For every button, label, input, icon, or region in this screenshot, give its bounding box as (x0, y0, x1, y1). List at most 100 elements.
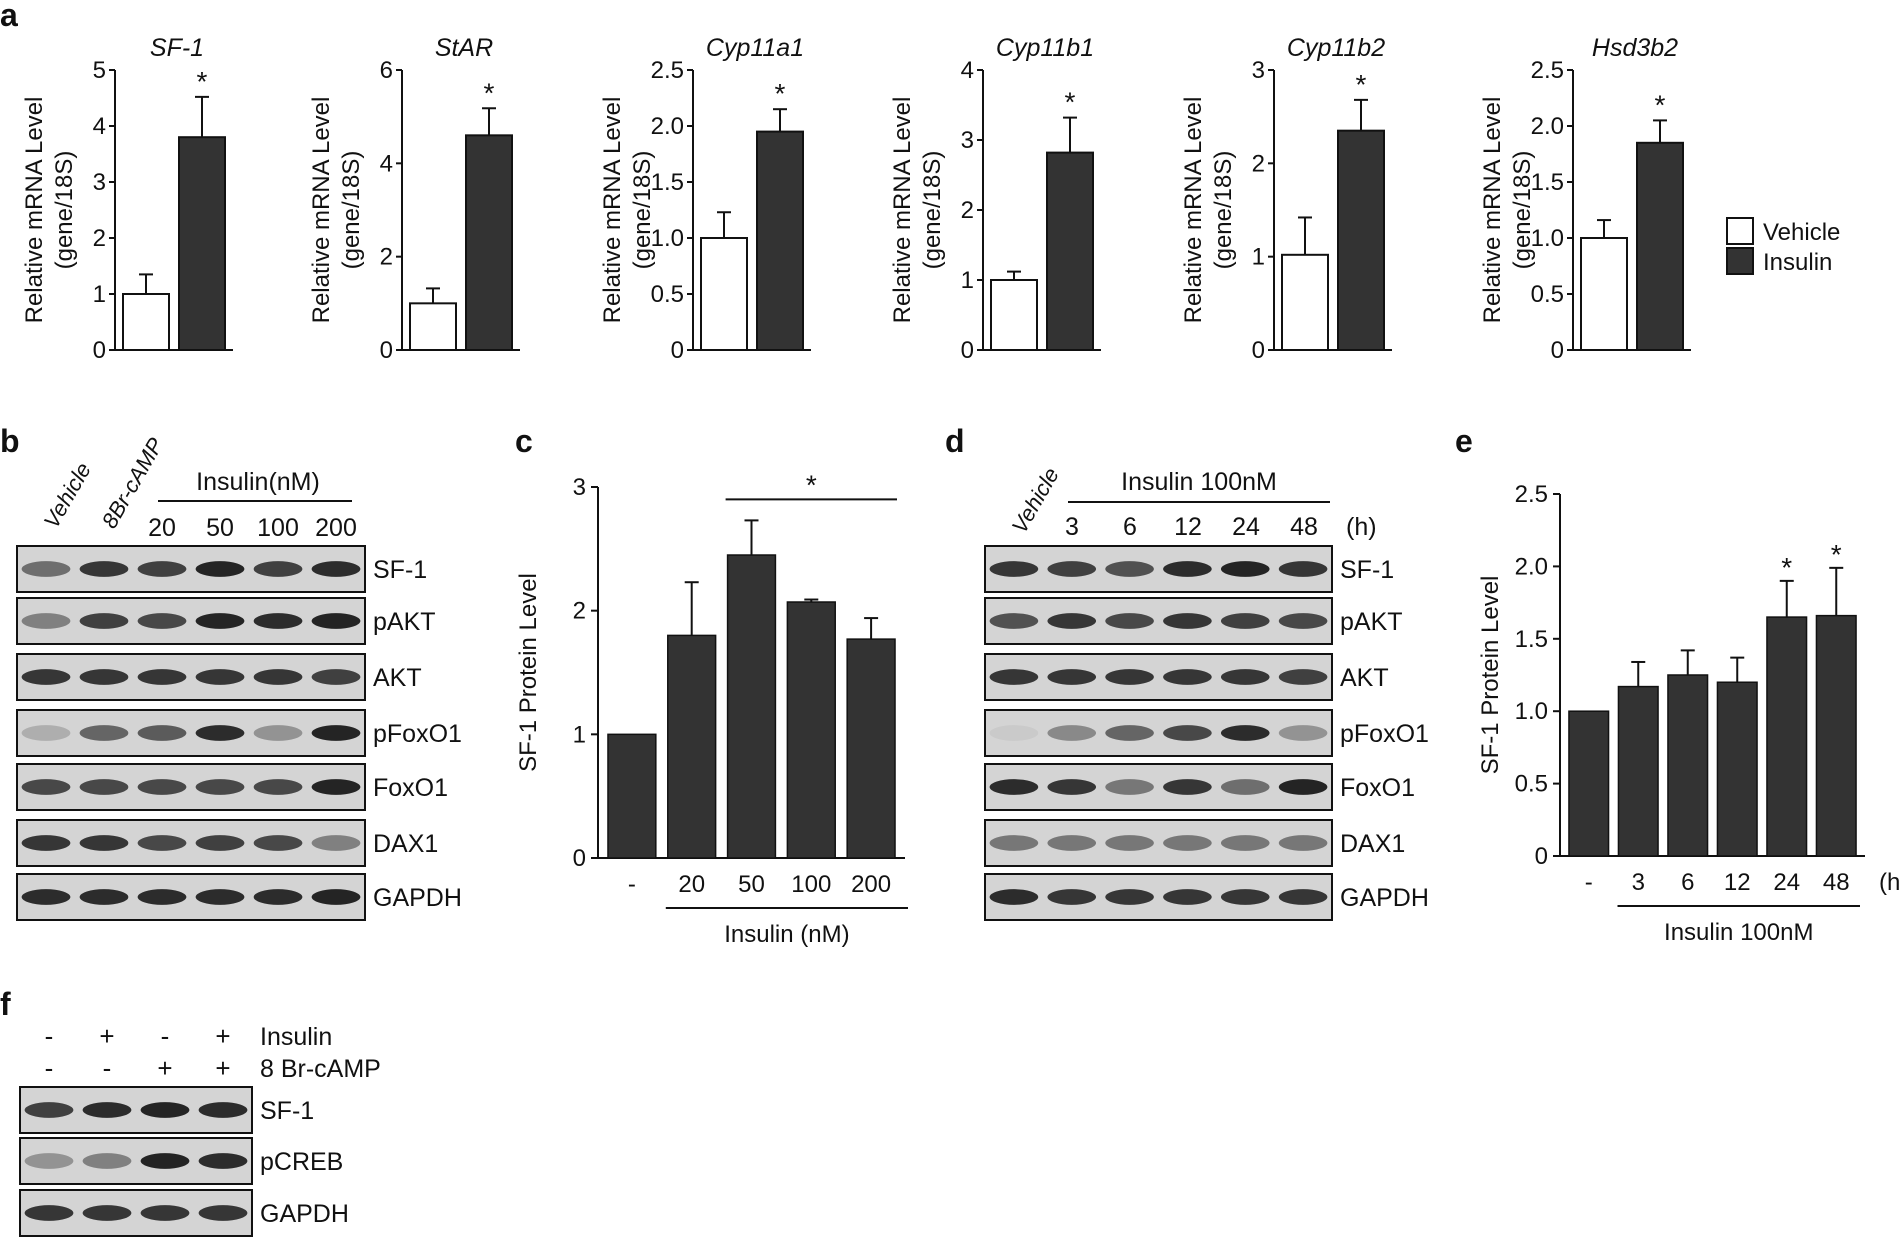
significance-mark: * (1356, 69, 1367, 100)
blot-band (79, 725, 129, 741)
blot-band (311, 613, 361, 629)
blot-band (1105, 561, 1154, 577)
blot-band (253, 669, 303, 685)
legend-swatch-vehicle (1726, 217, 1754, 245)
blot-strip (16, 709, 366, 757)
blot-band (24, 1153, 74, 1169)
condition-label: Insulin (260, 1023, 332, 1051)
bar (1716, 681, 1758, 857)
blot-band (79, 613, 129, 629)
blot-band (82, 1153, 132, 1169)
significance-mark: * (806, 469, 817, 500)
blot-band (989, 889, 1039, 905)
blot-row-label: SF-1 (373, 556, 427, 584)
blot-band (137, 561, 187, 577)
blot-row-label: pFoxO1 (1340, 720, 1429, 748)
y-axis-label: Relative mRNA Level (21, 97, 48, 324)
y-tick-label: 2.5 (1515, 481, 1548, 508)
y-tick-label: 2 (380, 244, 393, 271)
blot-band (21, 889, 71, 905)
bar (1815, 614, 1857, 857)
chart-a-5: 0 0.5 1.0 1.5 2.0 2.5 Hsd3b2 Relative mRNA Leve… (1479, 34, 1691, 364)
blot-strip (984, 709, 1333, 757)
x-axis-label: Insulin (nM) (724, 921, 849, 948)
chart-a-0: 0 1 2 3 4 5 SF-1 Relative mRNA Level (gene/18S) * (21, 34, 233, 364)
x-tick-label: 100 (791, 871, 831, 898)
blot-band (21, 613, 71, 629)
condition-sign: - (45, 1021, 54, 1051)
bar-insulin (1636, 141, 1684, 351)
blot-band (137, 835, 187, 851)
bar-insulin (465, 134, 513, 351)
blot-band (198, 1102, 248, 1118)
blot-band (1278, 613, 1328, 629)
blot-band (989, 725, 1039, 741)
blot-row-label: DAX1 (1340, 830, 1405, 858)
blot-band (989, 613, 1039, 629)
blot-band (137, 779, 187, 795)
bar-insulin (178, 136, 226, 351)
chart-title: Hsd3b2 (1592, 34, 1678, 62)
y-tick-label: 0 (380, 337, 393, 364)
blot-band (1163, 725, 1212, 741)
y-tick-label: 2.0 (1531, 113, 1564, 140)
lane-label: Vehicle (1007, 463, 1064, 537)
blot-band (195, 725, 245, 741)
y-axis-label-unit: (gene/18S) (1210, 151, 1237, 270)
legend: Vehicle Insulin (1726, 217, 1840, 276)
blot-band (137, 889, 187, 905)
blot-band (82, 1205, 132, 1221)
blot-band (21, 725, 71, 741)
lane-label: 12 (1174, 513, 1202, 541)
blot-band (253, 835, 303, 851)
y-tick-label: 0 (93, 337, 106, 364)
blot-band (1220, 835, 1270, 851)
blot-band (253, 725, 303, 741)
panel-label-a: a (0, 0, 18, 33)
blot-band (79, 835, 129, 851)
y-tick-label: 6 (380, 57, 393, 84)
bar-vehicle (409, 302, 457, 352)
bar (1617, 685, 1659, 857)
blot-band (1220, 669, 1270, 685)
y-tick-label: 3 (961, 127, 974, 154)
y-tick-label: 0.5 (651, 281, 684, 308)
significance-mark: * (1065, 87, 1076, 118)
blot-band (198, 1205, 248, 1221)
y-tick-label: 0 (1535, 843, 1548, 870)
y-axis-label: Relative mRNA Level (1479, 97, 1506, 324)
y-tick-label: 1.0 (651, 225, 684, 252)
blot-band (1047, 779, 1097, 795)
chart-a-4: 0 1 2 3 Cyp11b2 Relative mRNA Level (gene/18S)… (1180, 34, 1392, 364)
blot-row-label: AKT (373, 664, 422, 692)
y-tick-label: 0.5 (1531, 281, 1564, 308)
blot-strip (16, 597, 366, 645)
x-tick-label: 20 (678, 871, 705, 898)
blot-row-label: GAPDH (373, 884, 462, 912)
panel-label-e: e (1455, 423, 1473, 459)
bar (1667, 674, 1709, 857)
bar (846, 638, 896, 859)
condition-sign: - (161, 1021, 170, 1051)
blot-band (1047, 889, 1097, 905)
blot-band (1278, 669, 1328, 685)
lane-label: 3 (1065, 513, 1079, 541)
y-tick-label: 1 (93, 281, 106, 308)
x-tick-label: 48 (1823, 869, 1850, 896)
chart-title: SF-1 (150, 34, 204, 62)
legend-label-insulin: Insulin (1763, 249, 1832, 276)
chart-a-3: 0 1 2 3 4 Cyp11b1 Relative mRNA Level (gene/18S… (889, 34, 1101, 364)
x-tick-label: 12 (1724, 869, 1751, 896)
blot-row-label: SF-1 (260, 1097, 314, 1125)
y-axis-label: Relative mRNA Level (308, 97, 335, 324)
y-tick-label: 2 (93, 225, 106, 252)
x-axis-label: Insulin 100nM (1664, 919, 1813, 946)
blot-band (79, 669, 129, 685)
blot-band (137, 613, 187, 629)
chart-title: StAR (435, 34, 493, 62)
blot-band (1163, 835, 1212, 851)
blot-strip (19, 1137, 253, 1185)
